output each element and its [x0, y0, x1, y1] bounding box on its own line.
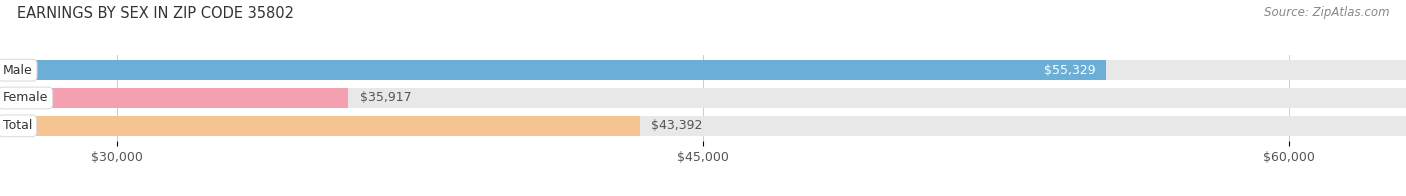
Bar: [0, 116, 640, 136]
Text: Total: Total: [3, 119, 32, 132]
Bar: [0, 88, 1406, 108]
Bar: [0, 60, 1107, 80]
Text: Male: Male: [3, 64, 32, 77]
Text: Source: ZipAtlas.com: Source: ZipAtlas.com: [1264, 6, 1389, 19]
Text: Female: Female: [3, 92, 48, 104]
Text: EARNINGS BY SEX IN ZIP CODE 35802: EARNINGS BY SEX IN ZIP CODE 35802: [17, 6, 294, 21]
Bar: [0, 116, 1406, 136]
Text: $43,392: $43,392: [651, 119, 703, 132]
Bar: [0, 60, 1406, 80]
Text: $35,917: $35,917: [360, 92, 411, 104]
Bar: [0, 88, 349, 108]
Text: $55,329: $55,329: [1043, 64, 1095, 77]
